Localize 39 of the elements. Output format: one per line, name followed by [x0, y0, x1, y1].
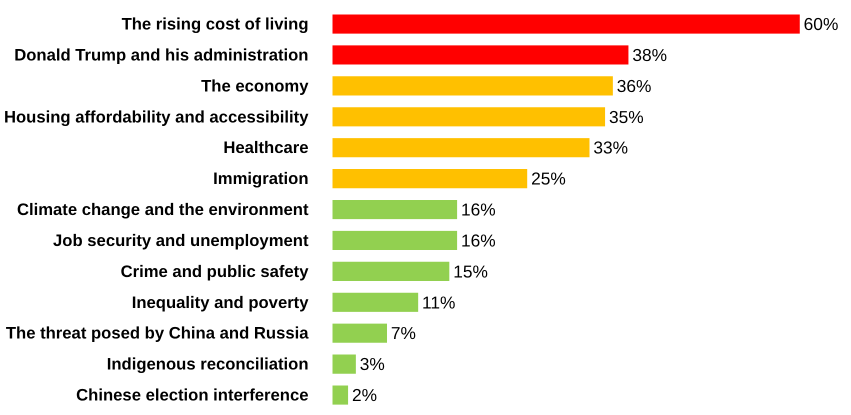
data-label: 2%	[352, 385, 378, 406]
y-tick-label: Immigration	[213, 169, 309, 188]
bar	[332, 107, 606, 126]
bar	[332, 292, 418, 312]
y-tick-label: The rising cost of living	[122, 14, 308, 34]
y-tick-label: The economy	[201, 76, 310, 96]
data-label: 16%	[461, 230, 496, 250]
bar	[332, 354, 356, 374]
data-label: 35%	[608, 106, 644, 127]
y-tick-label: Donald Trump and his administration	[14, 45, 309, 64]
bar	[332, 262, 450, 281]
y-tick-label: Chinese election interference	[76, 386, 308, 405]
bar	[332, 230, 458, 250]
bar	[332, 45, 628, 65]
y-tick-label: Indigenous reconciliation	[106, 354, 309, 374]
bar	[332, 76, 613, 96]
y-tick-label: Healthcare	[223, 138, 309, 158]
bar	[332, 138, 590, 158]
y-tick-label: Job security and unemployment	[53, 230, 309, 250]
y-tick-label: The threat posed by China and Russia	[6, 324, 310, 343]
data-label: 15%	[453, 261, 488, 282]
data-label: 33%	[593, 138, 628, 158]
bar	[332, 14, 800, 34]
data-label: 7%	[390, 323, 416, 344]
bar	[332, 169, 528, 188]
bar	[332, 200, 458, 220]
bar	[332, 324, 388, 343]
data-label: 38%	[632, 44, 668, 65]
data-label: 16%	[461, 200, 496, 220]
y-tick-label: Climate change and the environment	[16, 200, 309, 220]
y-tick-label: Inequality and poverty	[132, 292, 310, 312]
data-label: 36%	[616, 76, 652, 96]
data-label: 3%	[360, 354, 385, 374]
data-label: 60%	[804, 14, 838, 34]
y-tick-label: Housing affordability and accessibility	[4, 107, 310, 126]
y-tick-label: Crime and public safety	[120, 262, 310, 281]
bar	[332, 385, 348, 405]
data-label: 11%	[422, 292, 456, 312]
data-label: 25%	[531, 168, 566, 189]
